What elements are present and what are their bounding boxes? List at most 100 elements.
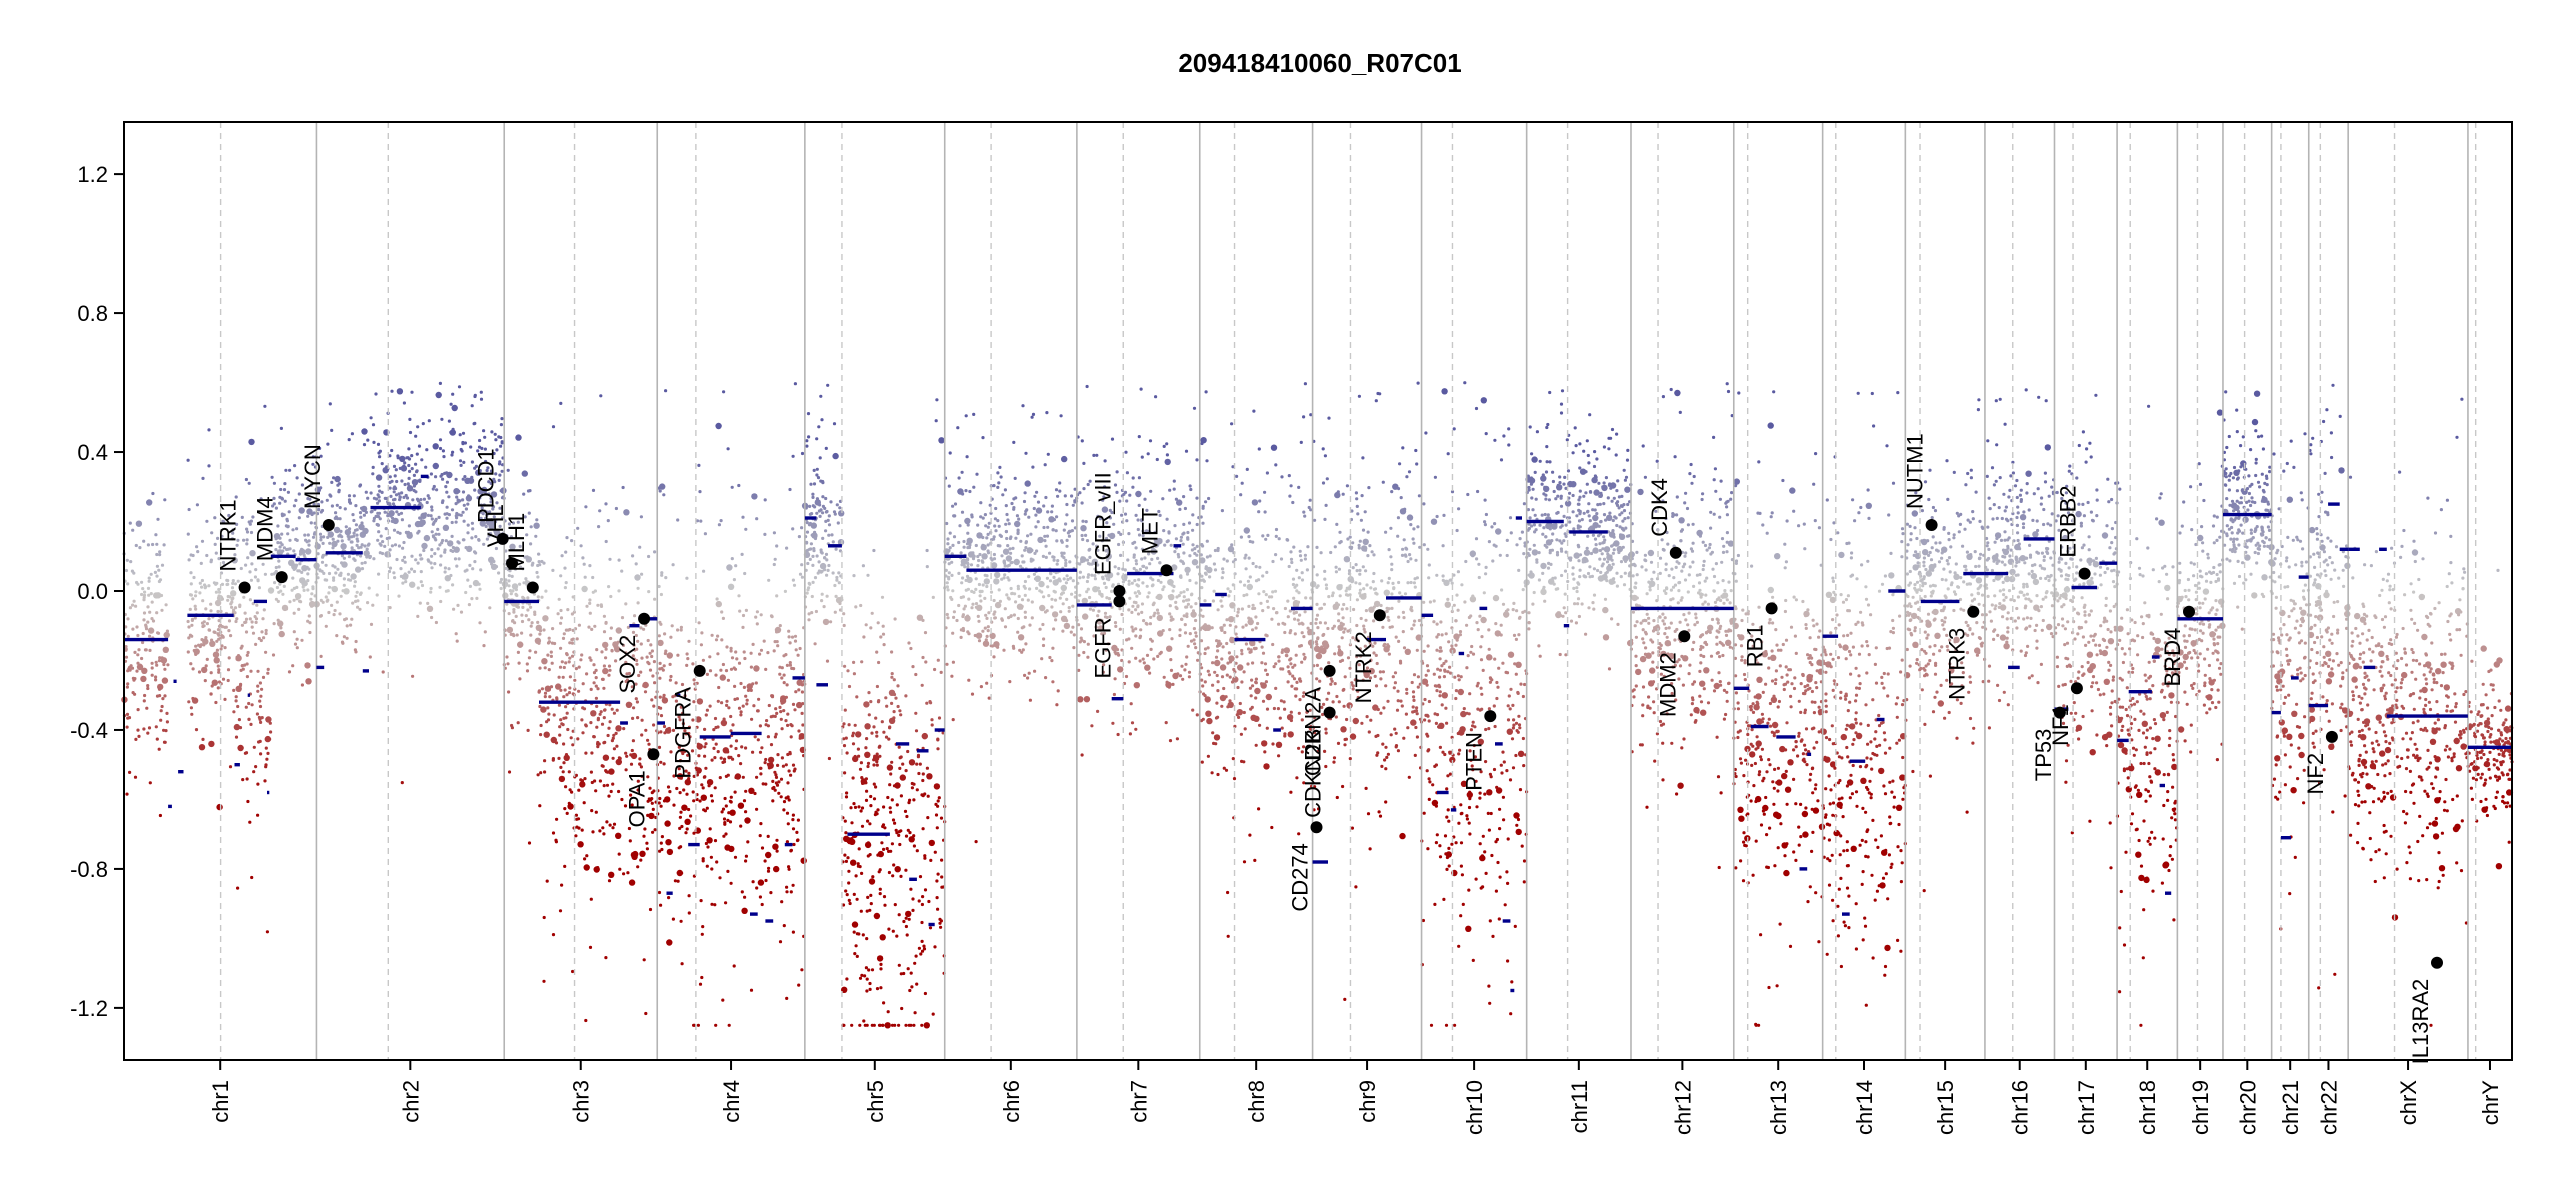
- probe-point: [328, 541, 332, 545]
- probe-point: [507, 522, 511, 526]
- probe-point: [126, 634, 130, 638]
- probe-point: [1296, 618, 1300, 622]
- probe-point: [875, 684, 880, 689]
- probe-point: [962, 539, 966, 544]
- probe-point: [609, 636, 613, 641]
- probe-point: [867, 713, 871, 717]
- probe-point: [1276, 707, 1280, 711]
- probe-point: [1088, 607, 1092, 611]
- probe-point: [194, 728, 199, 732]
- probe-point: [487, 492, 491, 496]
- probe-point: [851, 776, 855, 780]
- probe-point: [402, 555, 407, 559]
- probe-point: [385, 496, 389, 501]
- probe-point: [764, 757, 768, 762]
- probe-point: [217, 668, 221, 672]
- probe-point: [1169, 668, 1174, 673]
- probe-point: [742, 685, 747, 690]
- probe-point: [923, 991, 928, 996]
- probe-point: [451, 583, 455, 587]
- probe-point: [1086, 642, 1090, 646]
- probe-point: [419, 498, 423, 502]
- probe-point: [945, 521, 949, 526]
- probe-point: [1185, 614, 1189, 619]
- probe-point: [305, 565, 309, 569]
- probe-point: [938, 921, 942, 925]
- probe-point: [851, 921, 859, 928]
- probe-point: [390, 389, 394, 393]
- probe-point: [767, 703, 771, 708]
- probe-point: [898, 766, 902, 771]
- probe-point: [320, 569, 324, 573]
- probe-point: [565, 653, 569, 657]
- probe-point: [1291, 674, 1295, 678]
- probe-point: [1254, 687, 1261, 695]
- probe-point: [1016, 584, 1020, 589]
- probe-point: [397, 512, 401, 517]
- probe-point: [630, 752, 638, 760]
- probe-point: [1106, 572, 1114, 579]
- probe-point: [1254, 646, 1258, 651]
- probe-point: [459, 447, 463, 452]
- probe-point: [1006, 518, 1010, 522]
- probe-point: [847, 869, 851, 873]
- probe-point: [816, 476, 821, 480]
- probe-point: [324, 563, 328, 567]
- probe-point: [163, 740, 167, 744]
- probe-point: [430, 508, 434, 512]
- probe-point: [1206, 646, 1210, 650]
- probe-point: [392, 517, 399, 525]
- probe-point: [984, 638, 988, 642]
- probe-point: [239, 566, 243, 571]
- probe-point: [1251, 684, 1255, 688]
- probe-point: [269, 730, 273, 734]
- probe-point: [403, 461, 407, 465]
- probe-point: [401, 581, 405, 585]
- probe-point: [1195, 713, 1199, 717]
- probe-point: [198, 581, 202, 585]
- probe-point: [992, 484, 996, 488]
- probe-point: [810, 522, 817, 529]
- probe-point: [1291, 500, 1295, 505]
- probe-point: [680, 824, 684, 829]
- probe-point: [555, 697, 559, 701]
- probe-point: [126, 669, 130, 673]
- probe-point: [187, 700, 191, 704]
- probe-point: [678, 791, 682, 795]
- probe-point: [1176, 552, 1180, 557]
- probe-point: [864, 753, 868, 758]
- probe-point: [334, 475, 341, 483]
- probe-point: [400, 479, 404, 483]
- probe-point: [407, 484, 411, 488]
- probe-point: [645, 655, 649, 659]
- probe-point: [705, 806, 709, 810]
- probe-point: [1414, 725, 1418, 730]
- probe-point: [497, 571, 501, 575]
- probe-point: [1337, 645, 1341, 649]
- probe-point: [653, 597, 657, 601]
- probe-point: [1195, 496, 1199, 500]
- probe-point: [265, 757, 269, 761]
- probe-point: [350, 573, 357, 580]
- probe-point: [808, 582, 812, 586]
- probe-point: [1244, 642, 1248, 646]
- probe-point: [235, 617, 239, 621]
- probe-point: [1220, 576, 1224, 580]
- probe-point: [718, 776, 722, 780]
- probe-point: [882, 730, 886, 734]
- probe-point: [187, 507, 191, 512]
- probe-point: [832, 510, 837, 514]
- probe-point: [262, 608, 266, 612]
- probe-point: [133, 775, 138, 779]
- probe-point: [353, 648, 357, 652]
- probe-point: [1064, 563, 1068, 568]
- probe-point: [231, 528, 235, 532]
- probe-point: [1227, 651, 1231, 655]
- probe-point: [563, 688, 567, 692]
- probe-point: [461, 490, 466, 494]
- probe-point: [915, 762, 919, 766]
- probe-point: [1103, 459, 1107, 463]
- probe-point: [1112, 692, 1116, 697]
- probe-point: [653, 550, 657, 554]
- probe-point: [1302, 635, 1306, 639]
